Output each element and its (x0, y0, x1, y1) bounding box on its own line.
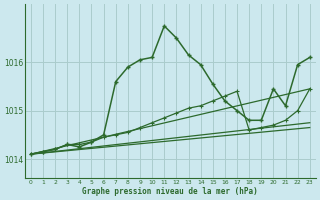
X-axis label: Graphe pression niveau de la mer (hPa): Graphe pression niveau de la mer (hPa) (83, 187, 258, 196)
